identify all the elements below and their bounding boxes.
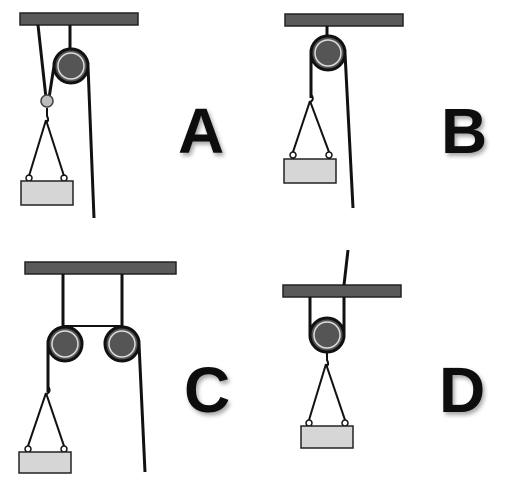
pulley-wheel	[308, 316, 346, 354]
pulley-rim	[57, 52, 85, 80]
ring-joint	[40, 94, 54, 108]
pulley-wheel	[309, 34, 347, 72]
load-block	[18, 451, 72, 474]
sling-eye-left	[305, 419, 313, 427]
diagram-d: D	[282, 249, 485, 449]
pulley-rim	[314, 39, 342, 67]
sling-eye-left	[289, 151, 297, 159]
sling-right	[45, 392, 65, 447]
diagram-a: A	[19, 12, 224, 219]
sling-left	[292, 100, 311, 153]
diagram-label: D	[439, 354, 485, 426]
pulley-wheel-right	[103, 325, 141, 363]
sling-left	[27, 392, 47, 447]
pulley-rim	[313, 321, 341, 349]
sling-right	[325, 363, 346, 421]
pulley-wheel-left	[46, 325, 84, 363]
load-block	[300, 425, 354, 449]
sling-eye-right	[341, 419, 349, 427]
ceiling-beam	[284, 13, 404, 27]
sling-eye-right	[60, 445, 68, 453]
sling-left	[308, 363, 327, 421]
rope-fixed-end	[36, 24, 48, 99]
ceiling-beam	[24, 261, 177, 275]
ceiling-beam	[282, 284, 402, 298]
sling-right	[45, 119, 65, 177]
diagram-label: C	[184, 354, 230, 426]
rope-free-end	[342, 249, 350, 286]
sling-left	[28, 119, 47, 177]
sling-eye-right	[325, 151, 333, 159]
ceiling-beam	[19, 12, 139, 26]
load-block	[20, 180, 74, 206]
sling-right	[309, 100, 330, 153]
sling-eye-left	[24, 445, 32, 453]
load-block	[283, 158, 337, 184]
pulley-wheel	[52, 47, 90, 85]
diagram-label: B	[441, 95, 487, 167]
diagram-label: A	[178, 95, 224, 167]
pulley-rim-right	[108, 330, 136, 358]
diagram-c: C	[18, 261, 230, 474]
pulley-rim-left	[51, 330, 79, 358]
diagram-b: B	[283, 13, 487, 209]
